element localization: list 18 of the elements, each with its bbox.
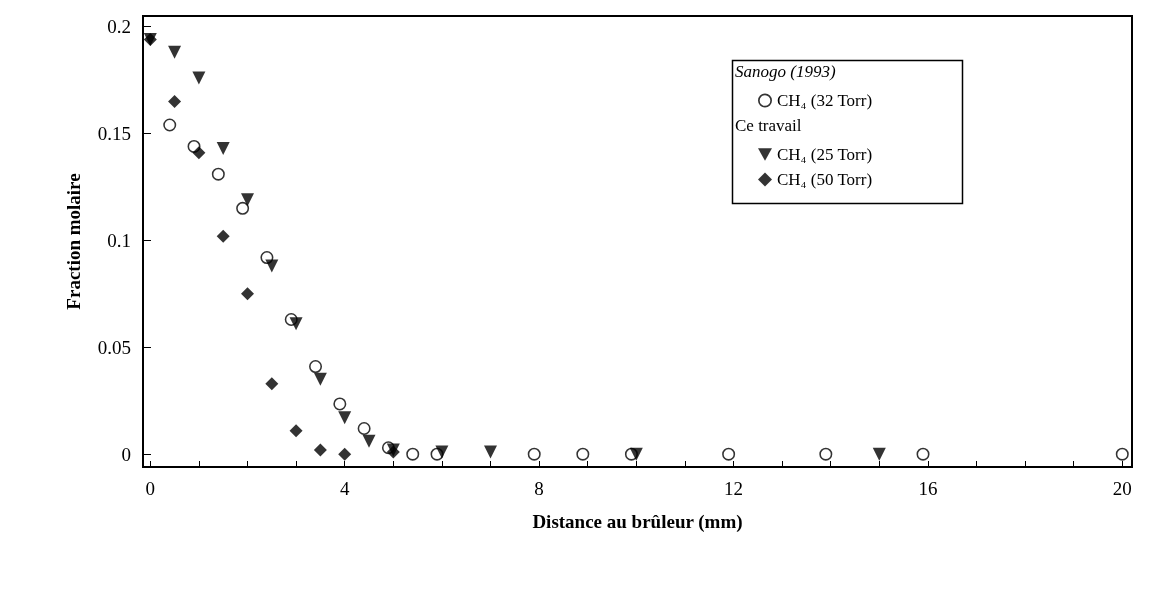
- x-tick-label: 0: [145, 478, 156, 499]
- y-axis-title: Fraction molaire: [63, 173, 84, 310]
- legend-label: CH₄ (50 Torr): [777, 170, 873, 189]
- y-tick-label: 0.2: [107, 16, 131, 38]
- annotation: Ce travail: [735, 116, 802, 135]
- x-tick-label: 20: [1112, 478, 1132, 499]
- x-tick-label: 16: [918, 478, 938, 499]
- annotation: Sanogo (1993): [735, 62, 836, 81]
- legend-label: CH₄ (32 Torr): [777, 91, 873, 110]
- x-tick-label: 8: [534, 478, 544, 499]
- y-tick-label: 0.15: [97, 123, 131, 145]
- x-tick-label: 4: [339, 478, 350, 499]
- y-tick-label: 0: [121, 443, 131, 465]
- x-tick-label: 12: [723, 478, 743, 499]
- y-tick-label: 0.05: [97, 336, 131, 358]
- y-tick-label: 0.1: [107, 229, 131, 251]
- legend-label: CH₄ (25 Torr): [777, 145, 873, 164]
- x-axis-title: Distance au brûleur (mm): [532, 511, 743, 533]
